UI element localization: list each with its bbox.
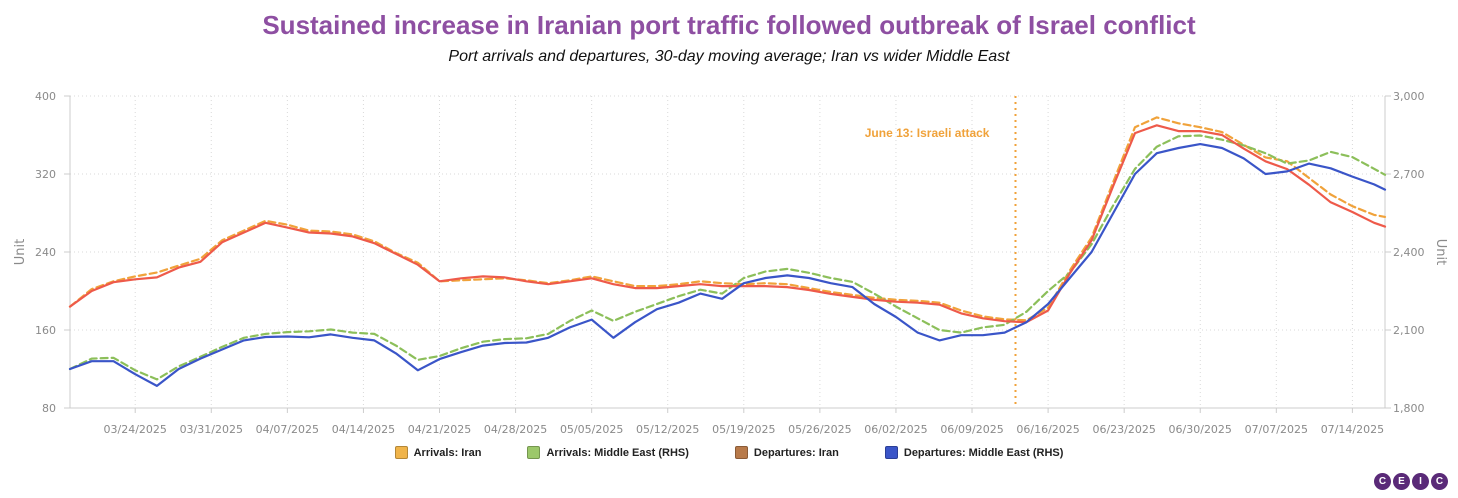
legend-swatch bbox=[884, 446, 898, 459]
x-tick-label: 04/28/2025 bbox=[484, 423, 547, 436]
y-right-tick-label: 2,100 bbox=[1393, 324, 1425, 337]
y-right-tick-label: 1,800 bbox=[1393, 402, 1425, 415]
legend-swatch bbox=[734, 446, 748, 459]
grid bbox=[70, 95, 1385, 409]
legend-swatch bbox=[527, 446, 541, 459]
y-left-tick-label: 400 bbox=[35, 90, 56, 103]
legend: Arrivals: Iran Arrivals: Middle East (RH… bbox=[0, 446, 1458, 459]
x-tick-label: 04/14/2025 bbox=[332, 423, 395, 436]
annotation-label: June 13: Israeli attack bbox=[865, 126, 990, 140]
axes: 80 1,800 160 2,100 240 2,400 320 2,700 400 3,000 0… bbox=[13, 90, 1448, 436]
legend-item-departures-middle-east[interactable]: Departures: Middle East (RHS) bbox=[884, 446, 1064, 459]
legend-label: Arrivals: Iran bbox=[413, 446, 482, 459]
y-left-tick-label: 320 bbox=[35, 168, 56, 181]
line-chart: 80 1,800 160 2,100 240 2,400 320 2,700 400 3,000 0… bbox=[13, 90, 1448, 436]
x-tick-label: 05/26/2025 bbox=[788, 423, 851, 436]
legend-swatch bbox=[394, 446, 408, 459]
x-tick-label: 03/24/2025 bbox=[104, 423, 167, 436]
legend-label: Arrivals: Middle East (RHS) bbox=[546, 446, 689, 459]
series-line-2 bbox=[68, 124, 1387, 324]
logo-letter: E bbox=[1393, 473, 1410, 490]
legend-item-arrivals-middle-east[interactable]: Arrivals: Middle East (RHS) bbox=[527, 446, 689, 459]
legend-item-departures-iran[interactable]: Departures: Iran bbox=[734, 446, 839, 459]
y-left-tick-label: 160 bbox=[35, 324, 56, 337]
chart-title: Sustained increase in Iranian port traff… bbox=[262, 10, 1196, 40]
legend-label: Departures: Middle East (RHS) bbox=[903, 446, 1064, 459]
annotation: June 13: Israeli attack bbox=[865, 96, 1017, 408]
x-tick-label: 06/16/2025 bbox=[1016, 423, 1079, 436]
x-tick-label: 04/21/2025 bbox=[408, 423, 471, 436]
logo-letter: C bbox=[1374, 473, 1391, 490]
x-tick-label: 04/07/2025 bbox=[256, 423, 319, 436]
x-tick-label: 03/31/2025 bbox=[180, 423, 243, 436]
x-tick-label: 06/02/2025 bbox=[864, 423, 927, 436]
logo-letter: I bbox=[1412, 473, 1429, 490]
series-line-0 bbox=[68, 116, 1387, 322]
x-tick-label: 06/23/2025 bbox=[1092, 423, 1155, 436]
series-line-1 bbox=[68, 134, 1387, 381]
y-right-tick-label: 2,400 bbox=[1393, 246, 1425, 259]
y-left-axis-title: Unit bbox=[13, 239, 28, 265]
y-left-tick-label: 80 bbox=[42, 402, 56, 415]
x-tick-label: 05/12/2025 bbox=[636, 423, 699, 436]
chart-subtitle: Port arrivals and departures, 30-day mov… bbox=[448, 48, 1010, 65]
y-right-tick-label: 2,700 bbox=[1393, 168, 1425, 181]
y-right-axis-title: Unit bbox=[1433, 239, 1448, 265]
y-right-tick-label: 3,000 bbox=[1393, 90, 1425, 103]
logo-letter: C bbox=[1431, 473, 1448, 490]
x-tick-label: 07/14/2025 bbox=[1321, 423, 1384, 436]
x-tick-label: 06/30/2025 bbox=[1169, 423, 1232, 436]
legend-label: Departures: Iran bbox=[753, 446, 839, 459]
y-left-tick-label: 240 bbox=[35, 246, 56, 259]
x-tick-label: 05/19/2025 bbox=[712, 423, 775, 436]
legend-item-arrivals-iran[interactable]: Arrivals: Iran bbox=[394, 446, 482, 459]
x-tick-label: 07/07/2025 bbox=[1245, 423, 1308, 436]
ceic-logo: C E I C bbox=[1374, 473, 1448, 490]
series-lines bbox=[68, 116, 1387, 387]
x-tick-label: 05/05/2025 bbox=[560, 423, 623, 436]
x-tick-label: 06/09/2025 bbox=[940, 423, 1003, 436]
series-line-3 bbox=[68, 143, 1387, 387]
